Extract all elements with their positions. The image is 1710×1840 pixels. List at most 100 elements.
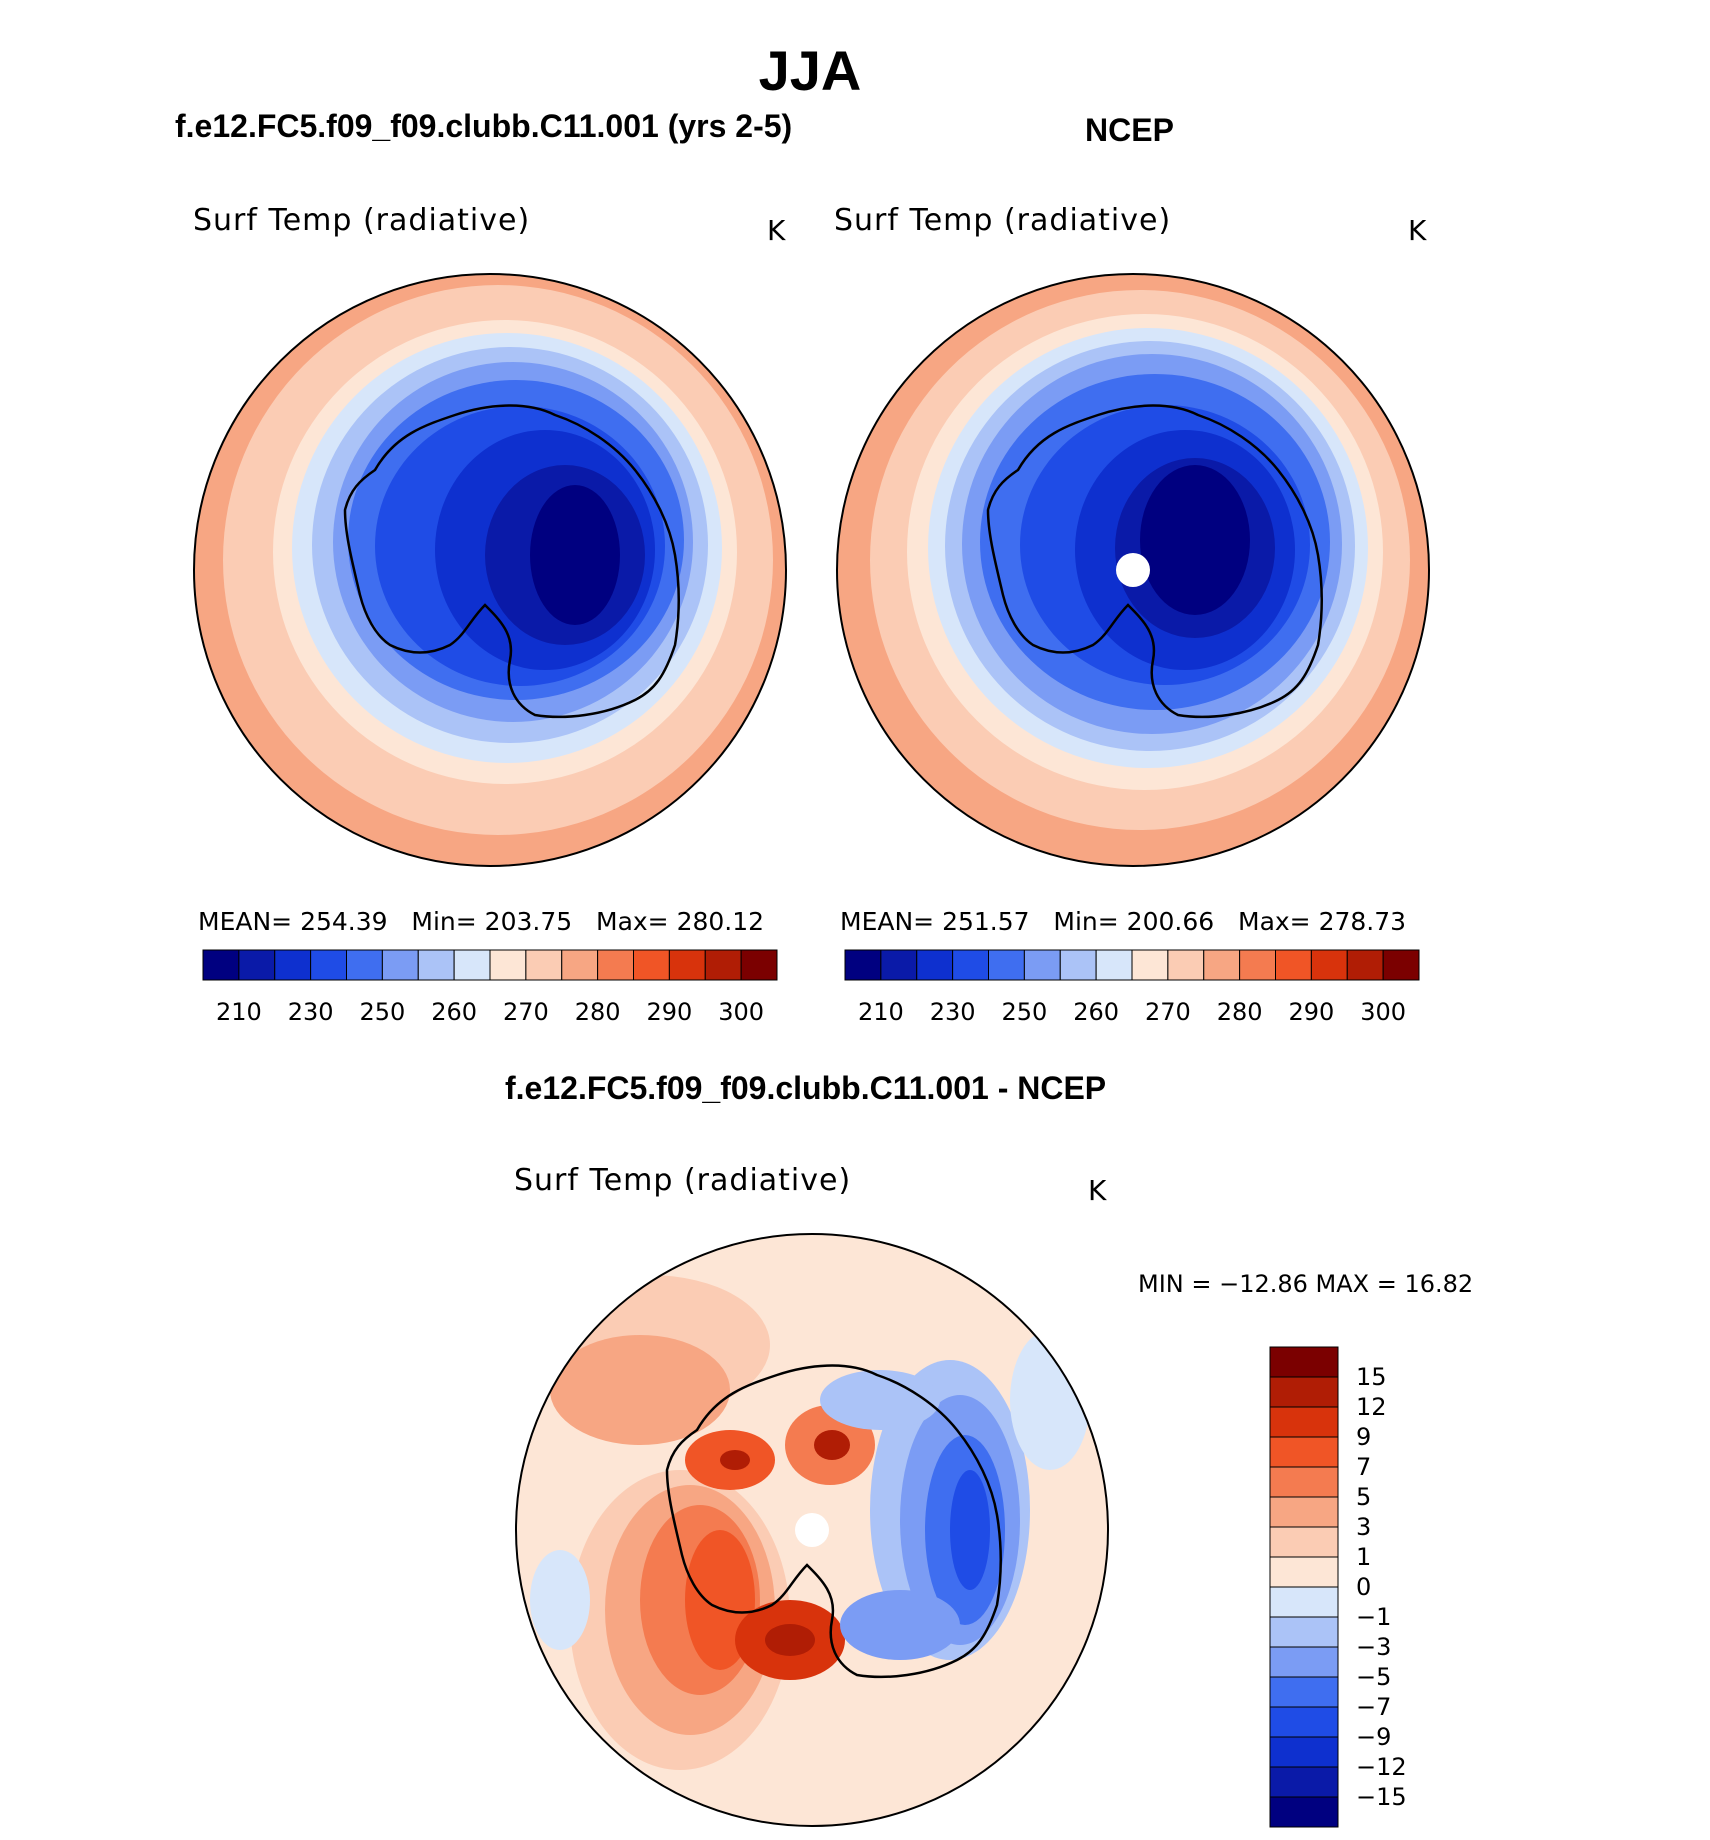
case-colorbar-swatch [202, 949, 240, 981]
obs-colorbar-swatch [1382, 949, 1420, 981]
obs-max-value: 278.73 [1318, 907, 1407, 936]
case-colorbar-tick-label: 260 [431, 998, 477, 1026]
case-mean-value: 254.39 [300, 907, 388, 936]
diff-map [516, 1234, 1108, 1826]
case-units-label: K [767, 214, 786, 247]
case-colorbar-swatch [740, 949, 778, 981]
case-variable-label: Surf Temp (radiative) [193, 203, 531, 238]
obs-colorbar-tick-label: 300 [1360, 998, 1406, 1026]
case-colorbar-swatch [633, 949, 670, 981]
obs-colorbar-swatch [1095, 949, 1133, 981]
diff-colorbar-swatch [1269, 1496, 1339, 1528]
case-colorbar-tick-label: 300 [718, 998, 764, 1026]
diff-colorbar-tick-label: −9 [1356, 1723, 1391, 1751]
diff-colorbar-tick-label: −1 [1356, 1603, 1391, 1631]
diff-colorbar-swatch [1269, 1526, 1339, 1558]
case-map-border [193, 273, 787, 867]
obs-colorbar-swatch [1131, 949, 1169, 981]
diff-colorbar-swatch [1269, 1436, 1339, 1468]
diff-colorbar-tick-label: 0 [1356, 1573, 1371, 1601]
diff-stats: MIN = −12.86 MAX = 16.82 [1138, 1270, 1474, 1298]
diff-map-border [515, 1233, 1109, 1827]
case-panel-title: f.e12.FC5.f09_f09.clubb.C11.001 (yrs 2-5… [175, 108, 793, 144]
diff-variable-label: Surf Temp (radiative) [514, 1163, 852, 1198]
obs-colorbar-tick-label: 250 [1001, 998, 1047, 1026]
obs-colorbar-swatch [1059, 949, 1097, 981]
diff-colorbar-tick-label: 7 [1356, 1453, 1371, 1481]
diff-colorbar-tick-label: −3 [1356, 1633, 1391, 1661]
case-colorbar-swatch [525, 949, 563, 981]
obs-max-label: Max= [1238, 907, 1311, 936]
case-colorbar-tick-label: 270 [503, 998, 549, 1026]
diff-colorbar-tick-label: −5 [1356, 1663, 1391, 1691]
diff-colorbar-tick-label: 3 [1356, 1513, 1371, 1541]
obs-colorbar-swatch [1239, 949, 1276, 981]
case-colorbar-swatch [561, 949, 599, 981]
diff-colorbar-swatch [1269, 1736, 1339, 1768]
obs-colorbar-swatch [1346, 949, 1384, 981]
case-max-value: 280.12 [676, 907, 765, 936]
diff-units-label: K [1088, 1174, 1107, 1207]
diff-colorbar-swatch [1269, 1556, 1339, 1588]
obs-colorbar-tick-label: 280 [1217, 998, 1263, 1026]
diff-colorbar-swatch [1269, 1676, 1339, 1708]
obs-colorbar-tick-label: 260 [1073, 998, 1119, 1026]
obs-colorbar-swatch [1275, 949, 1312, 981]
case-colorbar-swatch [381, 949, 419, 981]
diff-colorbar-tick-label: −12 [1356, 1753, 1407, 1781]
case-colorbar-swatch [417, 949, 455, 981]
obs-colorbar-tick-label: 210 [858, 998, 904, 1026]
case-colorbar-tick-label: 230 [288, 998, 334, 1026]
obs-map-border [836, 273, 1430, 867]
diff-colorbar-swatch [1269, 1466, 1339, 1498]
case-colorbar-tick-label: 250 [359, 998, 405, 1026]
main-title: JJA [758, 39, 862, 102]
case-colorbar-swatch [274, 949, 312, 981]
diff-colorbar-tick-label: 9 [1356, 1423, 1371, 1451]
case-colorbar-swatch [310, 949, 347, 981]
diff-colorbar-swatch [1269, 1616, 1339, 1648]
obs-colorbar-swatch [952, 949, 989, 981]
case-colorbar-swatch [346, 949, 383, 981]
case-colorbar: 210 230 250 260 270 280 290 300 [202, 949, 778, 1026]
case-stats: MEAN= 254.39 Min= 203.75 Max= 280.12 [198, 907, 764, 936]
obs-min-value: 200.66 [1126, 907, 1215, 936]
diff-colorbar-tick-label: 1 [1356, 1543, 1371, 1571]
obs-colorbar-swatch [1167, 949, 1205, 981]
obs-colorbar-tick-label: 290 [1288, 998, 1334, 1026]
case-mean-label: MEAN= [198, 907, 293, 936]
case-colorbar-swatch [238, 949, 276, 981]
diff-colorbar-swatch [1269, 1376, 1339, 1408]
obs-colorbar: 210 230 250 260 270 280 290 300 [844, 949, 1420, 1026]
diff-colorbar-swatch [1269, 1346, 1339, 1378]
diff-colorbar-tick-label: 5 [1356, 1483, 1371, 1511]
obs-mean-label: MEAN= [840, 907, 935, 936]
case-colorbar-tick-label: 280 [575, 998, 621, 1026]
case-colorbar-tick-label: 210 [216, 998, 262, 1026]
obs-panel-title: NCEP [1085, 112, 1174, 148]
case-colorbar-swatch [453, 949, 491, 981]
case-colorbar-tick-label: 290 [646, 998, 692, 1026]
diff-colorbar-tick-label: 12 [1356, 1393, 1387, 1421]
case-colorbar-swatch [489, 949, 527, 981]
obs-map [837, 274, 1429, 866]
obs-colorbar-swatch [1203, 949, 1241, 981]
diff-panel-title: f.e12.FC5.f09_f09.clubb.C11.001 - NCEP [505, 1070, 1107, 1106]
case-map [194, 274, 786, 866]
case-min-label: Min= [411, 907, 477, 936]
obs-colorbar-swatch [1310, 949, 1348, 981]
case-colorbar-swatch [704, 949, 742, 981]
diff-colorbar-tick-label: −15 [1356, 1783, 1407, 1811]
obs-mean-value: 251.57 [942, 907, 1030, 936]
obs-variable-label: Surf Temp (radiative) [834, 203, 1172, 238]
obs-colorbar-swatch [880, 949, 918, 981]
case-min-value: 203.75 [484, 907, 573, 936]
diff-colorbar-tick-label: −7 [1356, 1693, 1391, 1721]
case-colorbar-swatch [597, 949, 634, 981]
obs-units-label: K [1408, 214, 1427, 247]
diff-colorbar-swatch [1269, 1706, 1339, 1738]
diff-colorbar-swatch [1269, 1586, 1339, 1618]
obs-colorbar-swatch [988, 949, 1025, 981]
